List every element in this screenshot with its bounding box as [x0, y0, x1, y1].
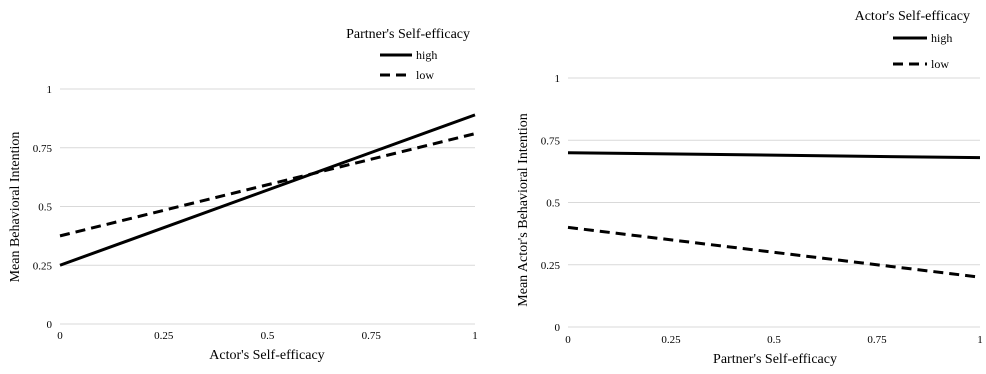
left-chart-gridlines [60, 88, 475, 325]
legend-label-low: low [931, 57, 949, 71]
series-line-high [567, 151, 981, 160]
x-tick-label: 1 [472, 330, 478, 342]
left-chart-series [59, 113, 476, 267]
right-chart-gridlines [568, 77, 980, 328]
y-tick-label: 0.75 [541, 135, 561, 147]
x-tick-label: 0.75 [362, 330, 382, 342]
right-chart: 0 0.25 0.5 0.75 1 0 0.25 0.5 0.75 1 Partner's Se… [516, 9, 983, 367]
right-chart-y-axis-title: Mean Actor's Behavioral Intention [516, 113, 531, 306]
y-tick-label: 0.25 [33, 260, 53, 272]
y-tick-label: 0.5 [546, 198, 560, 210]
left-chart: 0 0.25 0.5 0.75 1 0 0.25 0.5 0.75 1 Actor's Self… [8, 27, 478, 363]
right-chart-y-ticks: 0 0.25 0.5 0.75 1 [541, 73, 561, 334]
right-chart-x-ticks: 0 0.25 0.5 0.75 1 [565, 334, 983, 346]
right-chart-legend-title: Actor's Self-efficacy [855, 9, 970, 24]
legend-label-high: high [931, 31, 952, 45]
right-chart-series [567, 151, 981, 279]
right-chart-legend: Actor's Self-efficacy high low [855, 9, 970, 71]
left-chart-x-ticks: 0 0.25 0.5 0.75 1 [57, 330, 478, 342]
right-chart-x-axis-title: Partner's Self-efficacy [713, 352, 837, 367]
legend-label-low: low [416, 68, 434, 82]
x-tick-label: 0 [565, 334, 571, 346]
legend-label-high: high [416, 48, 437, 62]
y-tick-label: 1 [555, 73, 561, 85]
series-line-low [59, 132, 476, 238]
left-chart-legend-title: Partner's Self-efficacy [346, 27, 470, 42]
y-tick-label: 1 [47, 84, 53, 96]
series-line-high [59, 113, 476, 267]
x-tick-label: 0.75 [867, 334, 887, 346]
y-tick-label: 0.75 [33, 143, 53, 155]
x-tick-label: 0.25 [154, 330, 174, 342]
y-tick-label: 0 [555, 322, 561, 334]
x-tick-label: 1 [977, 334, 983, 346]
x-tick-label: 0.25 [661, 334, 681, 346]
series-line-low [567, 225, 981, 279]
y-tick-label: 0.5 [38, 202, 52, 214]
left-chart-x-axis-title: Actor's Self-efficacy [209, 348, 324, 363]
left-chart-y-ticks: 0 0.25 0.5 0.75 1 [33, 84, 53, 331]
y-tick-label: 0 [47, 319, 53, 331]
x-tick-label: 0.5 [767, 334, 781, 346]
left-chart-legend: Partner's Self-efficacy high low [346, 27, 470, 82]
y-tick-label: 0.25 [541, 260, 561, 272]
x-tick-label: 0 [57, 330, 63, 342]
left-chart-y-axis-title: Mean Behavioral Intention [8, 132, 23, 283]
x-tick-label: 0.5 [261, 330, 275, 342]
